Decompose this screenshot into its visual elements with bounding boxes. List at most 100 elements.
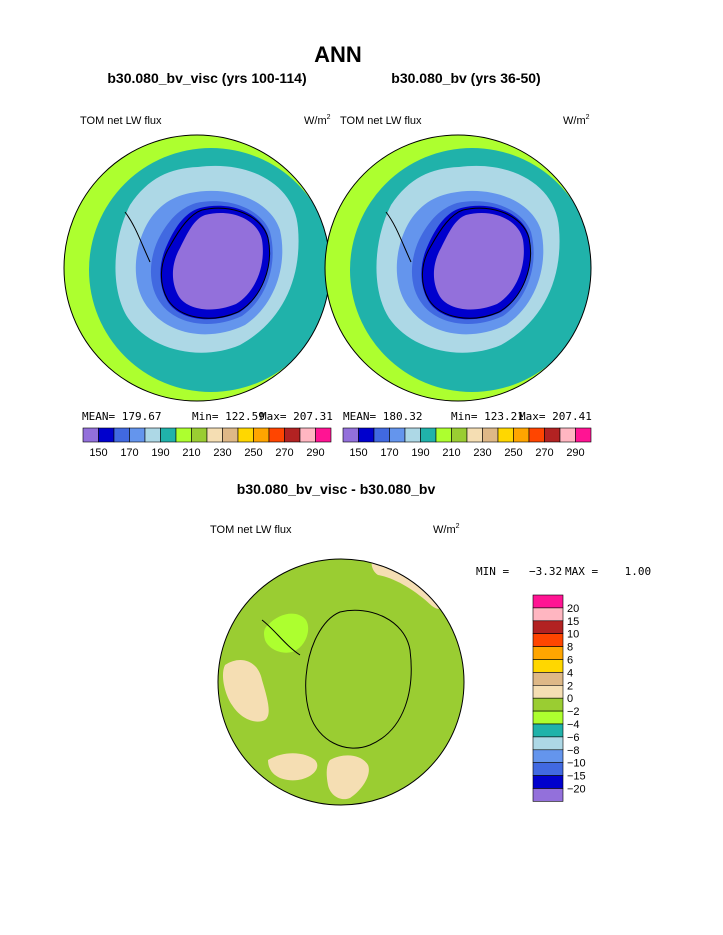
diff-colorbar-labels: 20 15 10 8 6 4 2 0 −2 −4 −6 −8 −10 −15 −… (567, 603, 586, 796)
colorbar-swatch (532, 749, 564, 763)
colorbar-swatch (532, 672, 564, 686)
cb-left-label: 270 (275, 447, 293, 459)
cb-left-label: 150 (89, 447, 107, 459)
coastline-peninsula (261, 619, 301, 656)
cb-left-label: 290 (306, 447, 324, 459)
cb-right-label: 170 (380, 447, 398, 459)
panel-right-units: W/m2 (563, 114, 590, 127)
cb-right-label: 290 (566, 447, 584, 459)
coastline-peninsula (124, 211, 151, 263)
cb-left-label: 190 (151, 447, 169, 459)
panel-right: b30.080_bv (yrs 36-50) TOM net LW flux W… (324, 70, 592, 459)
panel-right-map (325, 135, 591, 401)
colorbar-swatch (206, 427, 223, 443)
panel-left-max: Max= 207.31 (260, 410, 333, 423)
colorbar-swatch (532, 659, 564, 673)
coastline-peninsula (385, 211, 412, 263)
colorbar-swatch (575, 427, 592, 443)
panel-left-min: Min= 122.59 (192, 410, 265, 423)
cb-right-label: 230 (473, 447, 491, 459)
colorbar-swatch (82, 427, 99, 443)
cb-diff-label: −15 (567, 771, 586, 783)
diff-units: W/m2 (433, 523, 460, 536)
cb-diff-label: 0 (567, 693, 573, 705)
field-diff-positive (326, 755, 369, 800)
panel-left-variable: TOM net LW flux (80, 115, 162, 127)
colorbar-swatch (451, 427, 468, 443)
colorbar-swatch (532, 697, 564, 712)
panel-right-colorbar (342, 427, 592, 443)
panel-right-mean: MEAN= 180.32 (343, 410, 422, 423)
colorbar-swatch (160, 427, 177, 443)
colorbar-swatch (532, 607, 564, 622)
cb-right-label: 250 (504, 447, 522, 459)
cb-left-label: 230 (213, 447, 231, 459)
colorbar-swatch (544, 427, 561, 443)
cb-left-label: 170 (120, 447, 138, 459)
colorbar-swatch (532, 762, 564, 776)
panel-left-units: W/m2 (304, 114, 331, 127)
colorbar-swatch (299, 427, 316, 443)
colorbar-swatch (315, 427, 332, 443)
cb-diff-label: −4 (567, 719, 580, 731)
coastline-antarctica (161, 207, 270, 319)
diff-map (218, 559, 464, 805)
colorbar-swatch (253, 427, 270, 443)
cb-diff-label: −8 (567, 745, 580, 757)
colorbar-swatch (532, 788, 564, 802)
colorbar-swatch (404, 427, 421, 443)
field-band-purple (172, 212, 263, 310)
panel-right-min: Min= 123.21 (451, 410, 524, 423)
cb-right-label: 210 (442, 447, 460, 459)
diff-variable: TOM net LW flux (210, 524, 292, 536)
panel-left: b30.080_bv_visc (yrs 100-114) TOM net LW… (63, 70, 333, 459)
cb-left-label: 210 (182, 447, 200, 459)
colorbar-swatch (532, 594, 564, 609)
colorbar-swatch (497, 427, 514, 443)
cb-right-label: 270 (535, 447, 553, 459)
cb-left-label: 250 (244, 447, 262, 459)
panel-left-colorbar-labels: 150 170 190 210 230 250 270 290 (89, 447, 324, 459)
colorbar-swatch (532, 684, 564, 699)
cb-diff-label: 4 (567, 667, 573, 679)
diff-min: MIN = −3.32 (476, 565, 562, 578)
colorbar-swatch (532, 736, 564, 751)
panel-left-mean: MEAN= 179.67 (82, 410, 161, 423)
colorbar-swatch (466, 427, 483, 443)
colorbar-swatch (237, 427, 254, 443)
coastline-antarctica (422, 207, 531, 319)
colorbar-swatch (98, 427, 115, 443)
colorbar-swatch (420, 427, 437, 443)
field-diff-positive (222, 660, 269, 722)
cb-diff-label: −2 (567, 706, 580, 718)
panel-right-map-border (324, 134, 592, 402)
colorbar-swatch (513, 427, 530, 443)
colorbar-swatch (528, 427, 545, 443)
diff-title: b30.080_bv_visc - b30.080_bv (237, 481, 436, 497)
cb-diff-label: −6 (567, 732, 580, 744)
cb-diff-label: 8 (567, 642, 573, 654)
colorbar-swatch (532, 646, 564, 660)
colorbar-swatch (482, 427, 499, 443)
colorbar-swatch (532, 775, 564, 789)
colorbar-swatch (532, 633, 564, 647)
field-diff-negative (264, 613, 309, 653)
cb-diff-label: 10 (567, 629, 579, 641)
colorbar-swatch (559, 427, 576, 443)
panel-right-max: Max= 207.41 (519, 410, 592, 423)
cb-diff-label: 15 (567, 616, 579, 628)
cb-right-label: 190 (411, 447, 429, 459)
colorbar-swatch (389, 427, 406, 443)
panel-difference: b30.080_bv_visc - b30.080_bv TOM net LW … (210, 481, 651, 806)
diff-map-border (217, 558, 465, 806)
colorbar-swatch (144, 427, 161, 443)
colorbar-swatch (342, 427, 359, 443)
colorbar-swatch (373, 427, 390, 443)
colorbar-swatch (435, 427, 452, 443)
panel-right-colorbar-labels: 150 170 190 210 230 250 270 290 (349, 447, 584, 459)
colorbar-swatch (532, 710, 564, 725)
colorbar-swatch (191, 427, 208, 443)
colorbar-swatch (532, 620, 564, 634)
colorbar-swatch (113, 427, 130, 443)
